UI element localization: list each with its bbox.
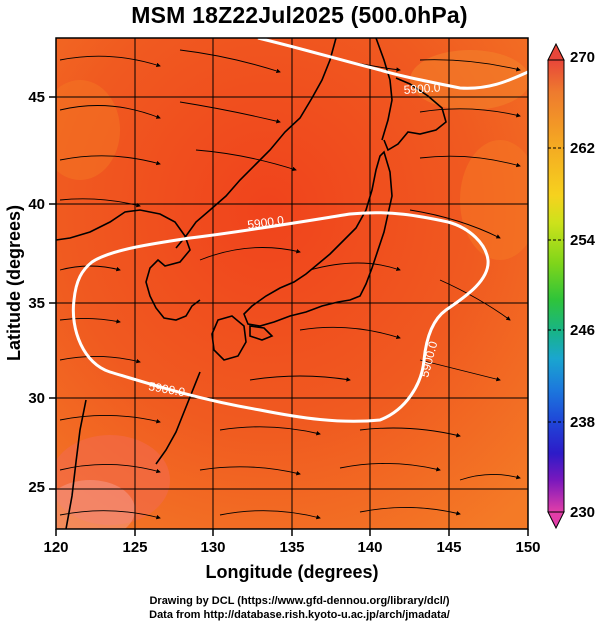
- y-tick-label: 45: [28, 89, 45, 106]
- colorbar: [547, 42, 565, 530]
- coastline-hokkaido: [383, 77, 447, 152]
- y-tick-label: 25: [28, 479, 45, 496]
- field-patch: [460, 140, 528, 260]
- y-tick-label: 35: [28, 295, 45, 312]
- x-tick-label: 150: [515, 539, 540, 556]
- coastline-honshu: [243, 150, 393, 327]
- grid-lines: [56, 38, 528, 529]
- coastlines: [56, 38, 447, 529]
- x-tick-label: 120: [43, 539, 68, 556]
- streamlines: [59, 47, 521, 520]
- field-patch: [56, 80, 120, 180]
- y-tick-label: 30: [28, 390, 45, 407]
- colorbar-bottom-triangle: [547, 511, 565, 530]
- coastline-china-east: [65, 399, 87, 529]
- coastline-sakhalin: [375, 38, 393, 141]
- colorbar-label: 254: [570, 232, 596, 249]
- footer-line-drawing: Drawing by DCL (https://www.gfd-dennou.o…: [149, 595, 450, 607]
- footer-credits: Drawing by DCL (https://www.gfd-dennou.o…: [0, 594, 599, 622]
- colorbar-label: 238: [570, 414, 595, 431]
- contour-label: 5900.0: [403, 80, 441, 97]
- x-tick-label: 135: [279, 539, 304, 556]
- colorbar-label: 230: [570, 504, 595, 521]
- x-tick-marks: [55, 529, 529, 536]
- colorbar-top-triangle: [547, 42, 565, 61]
- coastline-korea: [56, 209, 201, 321]
- x-tick-label: 130: [200, 539, 225, 556]
- y-tick-marks: [49, 96, 56, 490]
- coastline-kyushu: [211, 315, 247, 361]
- colorbar-label: 270: [570, 49, 595, 66]
- contour-label: 5900.0: [246, 213, 285, 232]
- colorbar-label: 262: [570, 140, 595, 157]
- contour-label: 5900.0: [147, 379, 186, 399]
- field-patch: [56, 435, 170, 525]
- x-axis-title: Longitude (degrees): [205, 562, 378, 582]
- coastline-shikoku: [249, 325, 274, 341]
- coastline-mainland: [175, 38, 337, 249]
- field-patch: [410, 50, 528, 110]
- coastline-ryukyu: [155, 371, 201, 465]
- x-tick-label: 145: [436, 539, 461, 556]
- geopotential-contours: [71, 38, 528, 423]
- contour-5900-main: [71, 211, 490, 423]
- x-tick-label: 125: [122, 539, 147, 556]
- colorbar-label: 246: [570, 322, 595, 339]
- footer-line-data: Data from http://database.rish.kyoto-u.a…: [149, 609, 450, 621]
- y-tick-label: 40: [28, 196, 45, 213]
- chart-title: MSM 18Z22Jul2025 (500.0hPa): [131, 2, 468, 28]
- y-axis-title: Latitude (degrees): [4, 205, 24, 361]
- colorbar-ramp: [547, 59, 565, 513]
- field-patch: [56, 480, 135, 529]
- contour-5900-north: [257, 38, 528, 90]
- x-tick-label: 140: [357, 539, 382, 556]
